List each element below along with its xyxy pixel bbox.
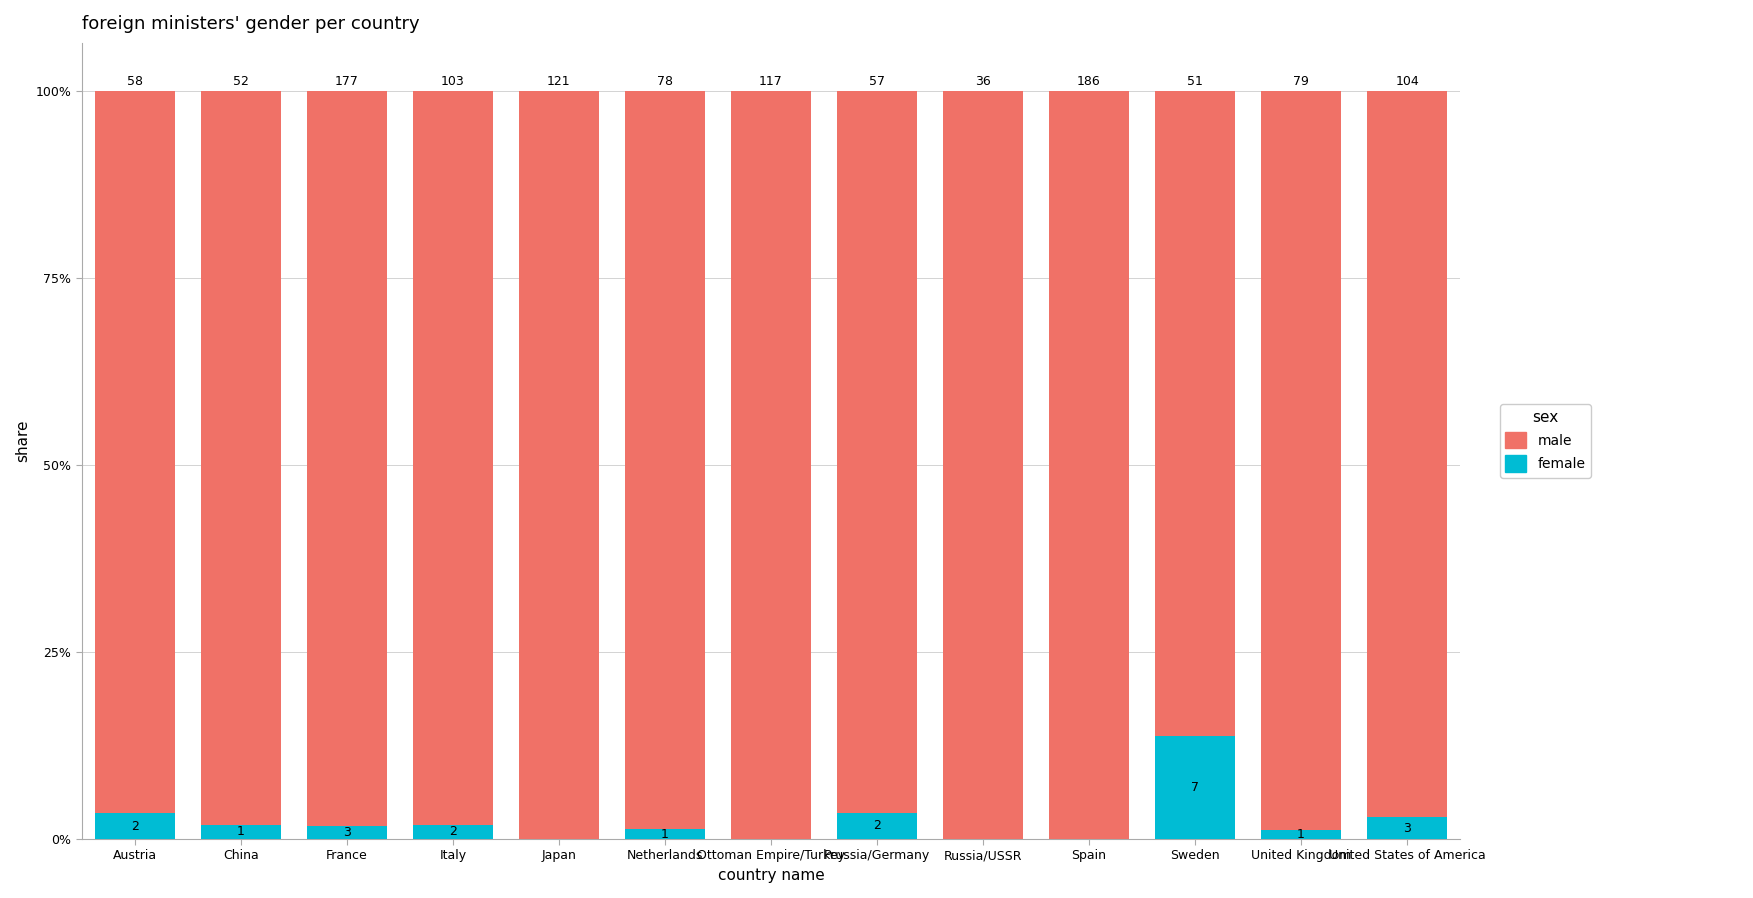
Bar bbox=[1367, 817, 1446, 839]
Text: 51: 51 bbox=[1187, 75, 1203, 88]
Bar bbox=[626, 92, 705, 830]
Text: 177: 177 bbox=[335, 75, 359, 88]
Bar bbox=[626, 830, 705, 839]
Text: 2: 2 bbox=[449, 825, 458, 838]
Text: 52: 52 bbox=[233, 75, 249, 88]
Text: foreign ministers' gender per country: foreign ministers' gender per country bbox=[82, 15, 419, 33]
Text: 7: 7 bbox=[1190, 781, 1199, 794]
Text: 1: 1 bbox=[237, 825, 245, 839]
Legend: male, female: male, female bbox=[1501, 404, 1592, 478]
Text: 3: 3 bbox=[344, 826, 351, 840]
Bar bbox=[731, 92, 810, 839]
Bar bbox=[838, 92, 917, 813]
Text: 186: 186 bbox=[1076, 75, 1101, 88]
Bar bbox=[95, 814, 175, 839]
Bar bbox=[1155, 736, 1234, 839]
X-axis label: country name: country name bbox=[717, 868, 824, 883]
Text: 121: 121 bbox=[547, 75, 571, 88]
Y-axis label: share: share bbox=[16, 419, 30, 462]
Bar bbox=[202, 92, 280, 824]
Text: 2: 2 bbox=[131, 820, 138, 832]
Text: 1: 1 bbox=[661, 828, 670, 841]
Text: 79: 79 bbox=[1294, 75, 1309, 88]
Bar bbox=[414, 824, 493, 839]
Bar bbox=[414, 92, 493, 824]
Bar bbox=[943, 92, 1022, 839]
Text: 3: 3 bbox=[1402, 822, 1411, 835]
Text: 36: 36 bbox=[975, 75, 990, 88]
Bar bbox=[1262, 830, 1341, 839]
Text: 1: 1 bbox=[1297, 828, 1304, 841]
Bar bbox=[1050, 92, 1129, 839]
Bar bbox=[95, 92, 175, 814]
Bar bbox=[1155, 92, 1234, 736]
Text: 103: 103 bbox=[442, 75, 465, 88]
Text: 117: 117 bbox=[759, 75, 784, 88]
Text: 104: 104 bbox=[1395, 75, 1418, 88]
Text: 57: 57 bbox=[869, 75, 885, 88]
Bar bbox=[838, 813, 917, 839]
Text: 58: 58 bbox=[126, 75, 142, 88]
Bar bbox=[202, 824, 280, 839]
Bar bbox=[307, 826, 387, 839]
Bar bbox=[519, 92, 600, 839]
Text: 2: 2 bbox=[873, 819, 882, 832]
Bar bbox=[1262, 92, 1341, 830]
Bar bbox=[307, 92, 387, 826]
Text: 78: 78 bbox=[657, 75, 673, 88]
Bar bbox=[1367, 92, 1446, 817]
